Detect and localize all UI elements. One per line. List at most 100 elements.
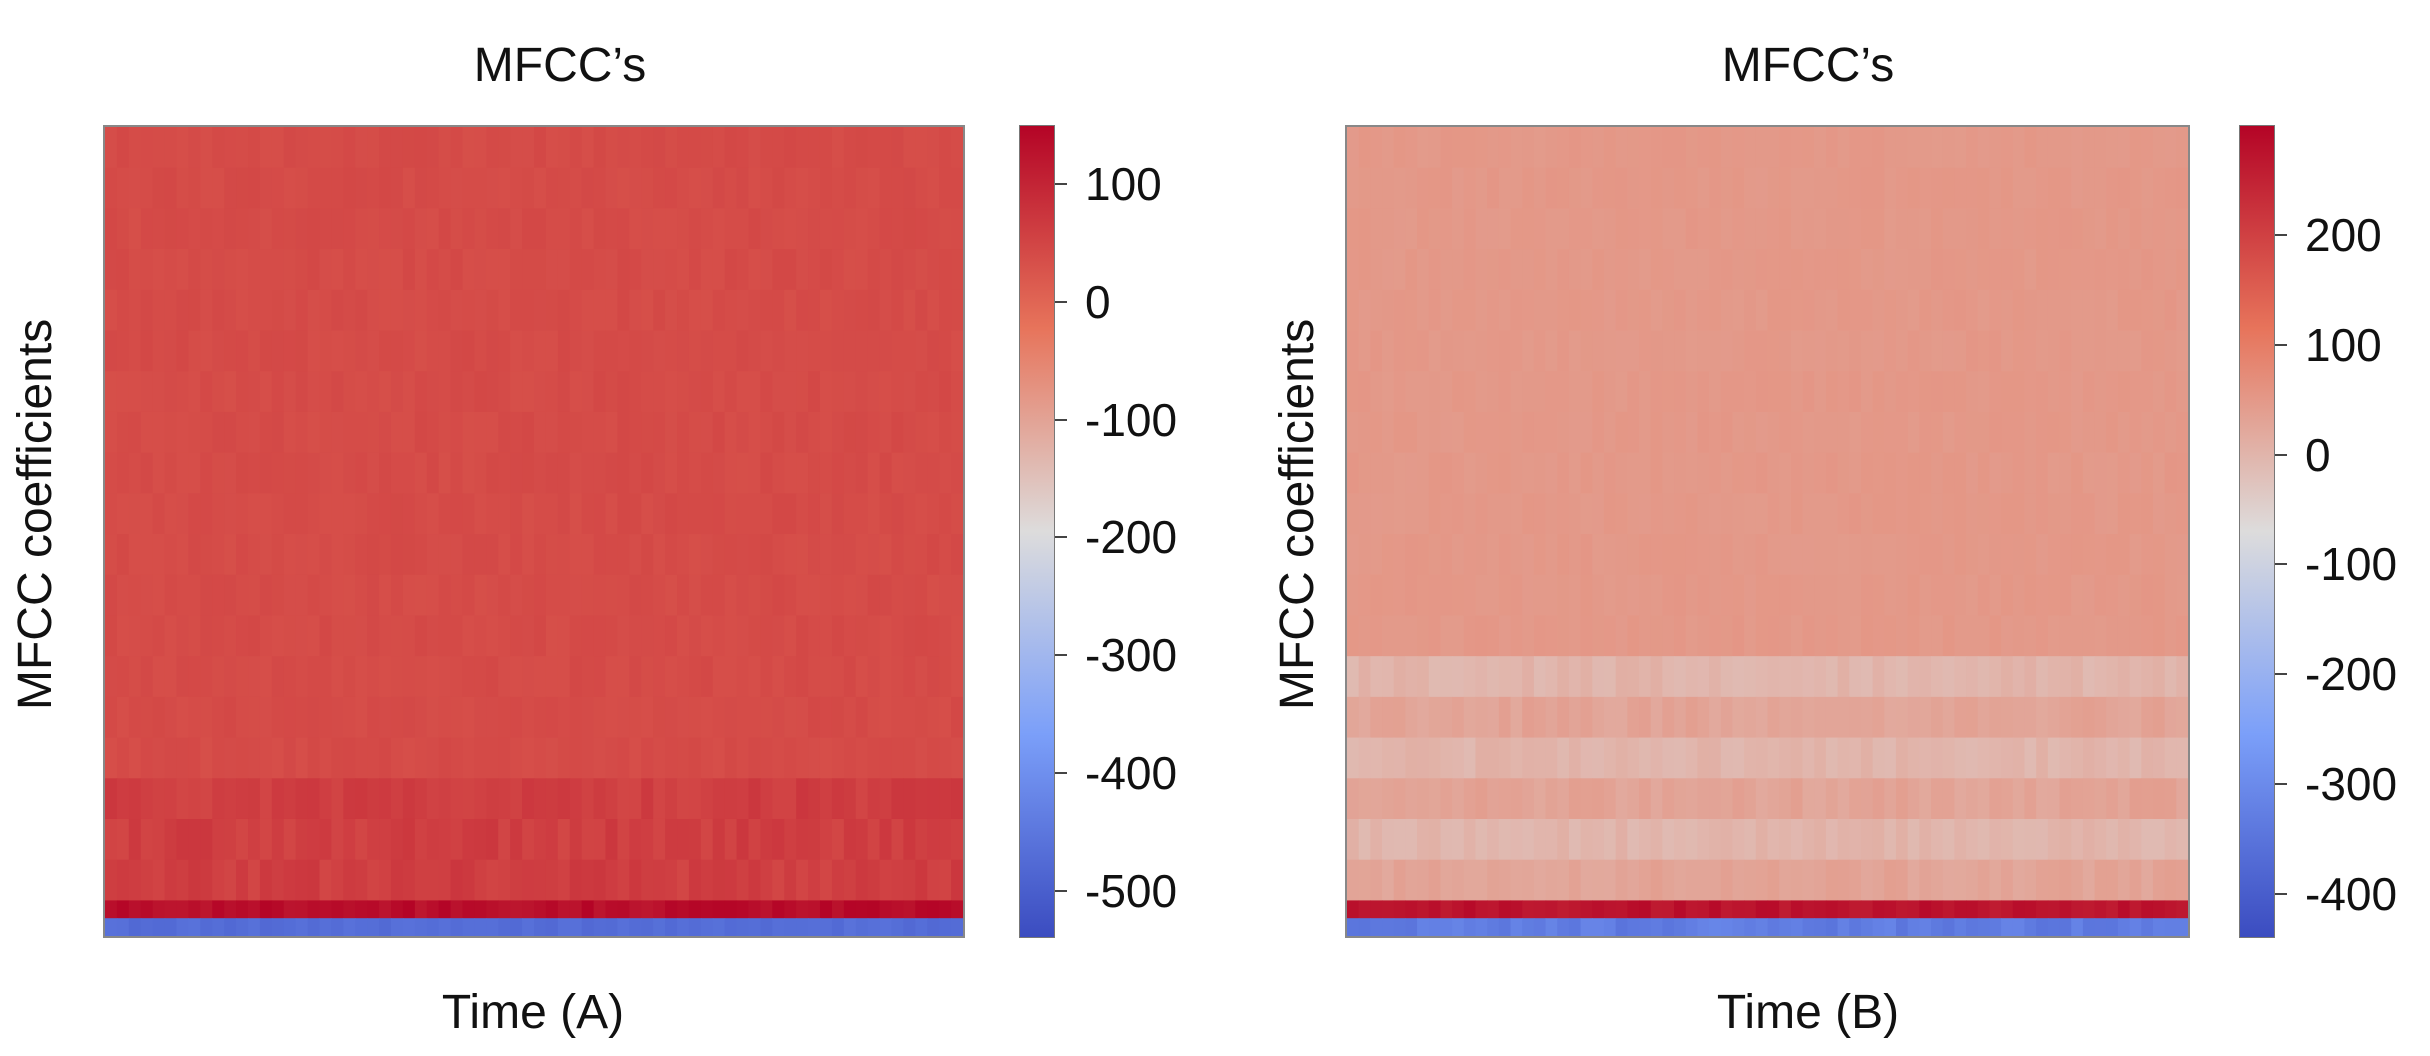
heatmap-cell — [2164, 900, 2177, 919]
heatmap-cell — [426, 534, 440, 576]
heatmap-cell — [1463, 656, 1477, 698]
heatmap-cell — [1966, 289, 1979, 332]
heatmap-cell — [1884, 371, 1897, 413]
heatmap-cell — [700, 452, 714, 494]
heatmap-cell — [2129, 493, 2142, 535]
heatmap-cell — [367, 534, 380, 576]
heatmap-cell — [2012, 900, 2026, 919]
heatmap-cell — [1557, 859, 1570, 902]
heatmap-cell — [1650, 208, 1663, 250]
heatmap-cell — [105, 127, 118, 169]
heatmap-cell — [796, 778, 809, 820]
heatmap-cell — [319, 167, 333, 210]
heatmap-cell — [128, 411, 142, 454]
heatmap-cell — [128, 696, 142, 739]
heatmap-cell — [748, 127, 762, 169]
heatmap-cell — [855, 411, 869, 454]
heatmap-cell — [784, 574, 797, 617]
heatmap-cell — [2059, 859, 2072, 902]
heatmap-cell — [534, 818, 547, 861]
heatmap-cell — [629, 900, 642, 919]
heatmap-cell — [1393, 574, 1406, 617]
heatmap-cell — [474, 615, 487, 657]
heatmap-cell — [879, 167, 893, 210]
heatmap-cell — [951, 737, 963, 779]
heatmap-cell — [1755, 737, 1769, 779]
heatmap-cell — [1895, 371, 1909, 413]
heatmap-cell — [1382, 371, 1395, 413]
heatmap-cell — [390, 696, 404, 739]
heatmap-cell — [1510, 452, 1523, 494]
heatmap-cell — [438, 289, 452, 332]
heatmap-cell — [486, 534, 499, 576]
heatmap-cell — [414, 574, 428, 617]
heatmap-cell — [450, 918, 464, 936]
heatmap-cell — [605, 859, 619, 902]
heatmap-cell — [677, 574, 690, 617]
heatmap-cell — [224, 818, 237, 861]
heatmap-cell — [1557, 778, 1570, 820]
heatmap-cell — [2071, 289, 2084, 332]
heatmap-cell — [1358, 900, 1371, 919]
heatmap-cell — [569, 371, 583, 413]
heatmap-cell — [1825, 818, 1839, 861]
heatmap-cell — [164, 330, 178, 372]
heatmap-cell — [200, 289, 213, 332]
heatmap-cell — [772, 900, 785, 919]
heatmap-cell — [295, 493, 309, 535]
heatmap-cell — [1954, 330, 1967, 372]
heatmap-cell — [831, 696, 845, 739]
heatmap-cell — [1744, 208, 1757, 250]
heatmap-cell — [307, 493, 321, 535]
heatmap-cell — [1907, 737, 1920, 779]
heatmap-cell — [855, 452, 869, 494]
heatmap-cell — [819, 918, 833, 936]
heatmap-cell — [1709, 452, 1722, 494]
heatmap-cell — [593, 167, 607, 210]
heatmap-cell — [569, 127, 583, 169]
heatmap-cell — [1639, 249, 1652, 291]
heatmap-cell — [1814, 208, 1827, 250]
heatmap-cell — [1732, 615, 1745, 657]
heatmap-cell — [903, 330, 916, 372]
heatmap-cell — [2059, 818, 2072, 861]
heatmap-cell — [116, 615, 130, 657]
heatmap-cell — [1825, 330, 1839, 372]
heatmap-cell — [1931, 696, 1944, 739]
heatmap-cell — [1989, 127, 2002, 169]
heatmap-cell — [1568, 818, 1582, 861]
heatmap-cell — [665, 289, 678, 332]
heatmap-cell — [784, 330, 797, 372]
heatmap-cell — [557, 127, 571, 169]
heatmap-cell — [772, 534, 785, 576]
heatmap-cell — [522, 534, 535, 576]
heatmap-cell — [593, 818, 607, 861]
heatmap-cell — [2141, 411, 2154, 454]
heatmap-cell — [390, 127, 404, 169]
heatmap-cell — [903, 696, 916, 739]
heatmap-cell — [1790, 371, 1804, 413]
heatmap-cell — [152, 167, 166, 210]
heatmap-cell — [1825, 696, 1839, 739]
heatmap-cell — [2082, 778, 2096, 820]
heatmap-cell — [1966, 615, 1979, 657]
heatmap-cell — [1557, 371, 1570, 413]
heatmap-cell — [2012, 208, 2026, 250]
heatmap-cell — [819, 452, 833, 494]
heatmap-cell — [2024, 371, 2037, 413]
heatmap-cell — [1720, 411, 1734, 454]
heatmap-cell — [617, 656, 630, 698]
heatmap-cell — [1510, 208, 1523, 250]
heatmap-cell — [2012, 330, 2026, 372]
heatmap-cell — [843, 208, 857, 250]
heatmap-cell — [188, 452, 201, 494]
heatmap-cell — [128, 534, 142, 576]
heatmap-cell — [331, 411, 344, 454]
heatmap-cell — [1405, 737, 1418, 779]
heatmap-cell — [796, 737, 809, 779]
heatmap-cell — [653, 737, 666, 779]
heatmap-cell — [545, 249, 559, 291]
heatmap-cell — [2152, 371, 2166, 413]
heatmap-cell — [534, 493, 547, 535]
heatmap-cell — [355, 818, 368, 861]
